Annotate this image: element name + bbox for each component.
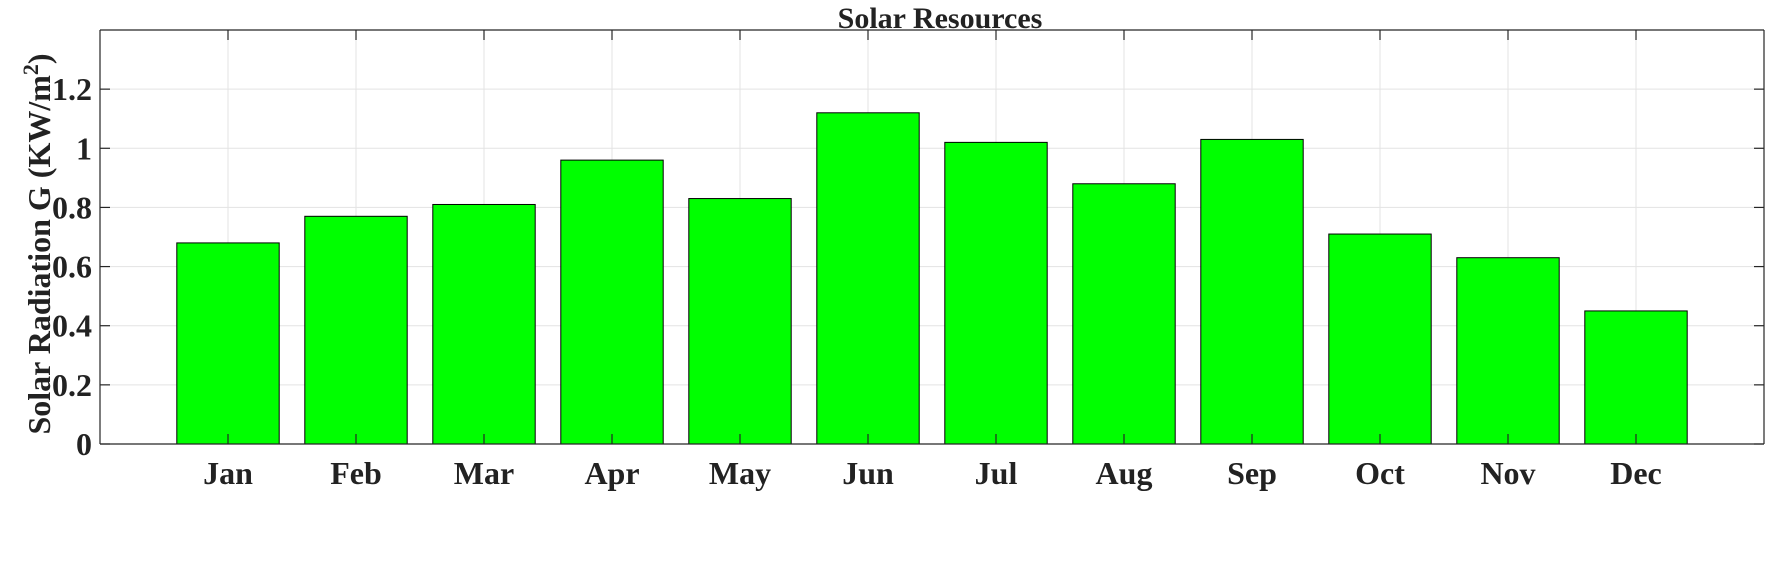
bar-apr: [560, 159, 664, 445]
y-tick-label: 0: [76, 426, 92, 462]
bar-sep: [1200, 138, 1304, 445]
x-tick-label-sep: Sep: [1227, 455, 1277, 491]
y-axis-label: Solar Radiation G (KW/m2): [18, 53, 57, 434]
bar-jun: [816, 112, 920, 445]
y-axis-label-main: Solar Radiation G (KW/m: [21, 75, 57, 435]
x-tick-label-mar: Mar: [454, 455, 514, 491]
x-axis-ticks: Jan Feb Mar Apr May Jun Jul Aug Sep Oct Nov Dec: [203, 30, 1662, 491]
x-tick-label-aug: Aug: [1096, 455, 1153, 491]
bar-jan: [176, 242, 280, 445]
bar-aug: [1072, 183, 1176, 445]
y-axis-ticks: 0 0.2 0.4 0.6 0.8 1 1.2: [52, 71, 1764, 462]
x-tick-label-dec: Dec: [1610, 455, 1662, 491]
bar-jul: [944, 141, 1048, 445]
y-tick-label: 1: [76, 130, 92, 166]
y-tick-label: 0.6: [52, 249, 92, 285]
x-tick-label-nov: Nov: [1480, 455, 1535, 491]
x-tick-label-feb: Feb: [330, 455, 382, 491]
y-tick-label: 0.2: [52, 367, 92, 403]
axes: [99, 29, 1765, 445]
bars: [176, 112, 1688, 445]
x-tick-label-may: May: [709, 455, 771, 491]
x-tick-label-oct: Oct: [1355, 455, 1405, 491]
bar-mar: [432, 203, 536, 445]
y-tick-label: 0.8: [52, 189, 92, 225]
bar-dec: [1584, 310, 1688, 445]
bar-oct: [1328, 233, 1432, 445]
x-tick-label-jul: Jul: [975, 455, 1018, 491]
bar-feb: [304, 215, 408, 445]
bar-nov: [1456, 257, 1560, 445]
y-axis-label-suffix: ): [21, 53, 57, 64]
y-tick-label: 0.4: [52, 308, 92, 344]
x-tick-label-jun: Jun: [842, 455, 894, 491]
y-axis-label-superscript: 2: [18, 64, 43, 75]
bar-may: [688, 198, 792, 445]
x-tick-label-apr: Apr: [584, 455, 639, 491]
y-tick-label: 1.2: [52, 71, 92, 107]
x-tick-label-jan: Jan: [203, 455, 253, 491]
